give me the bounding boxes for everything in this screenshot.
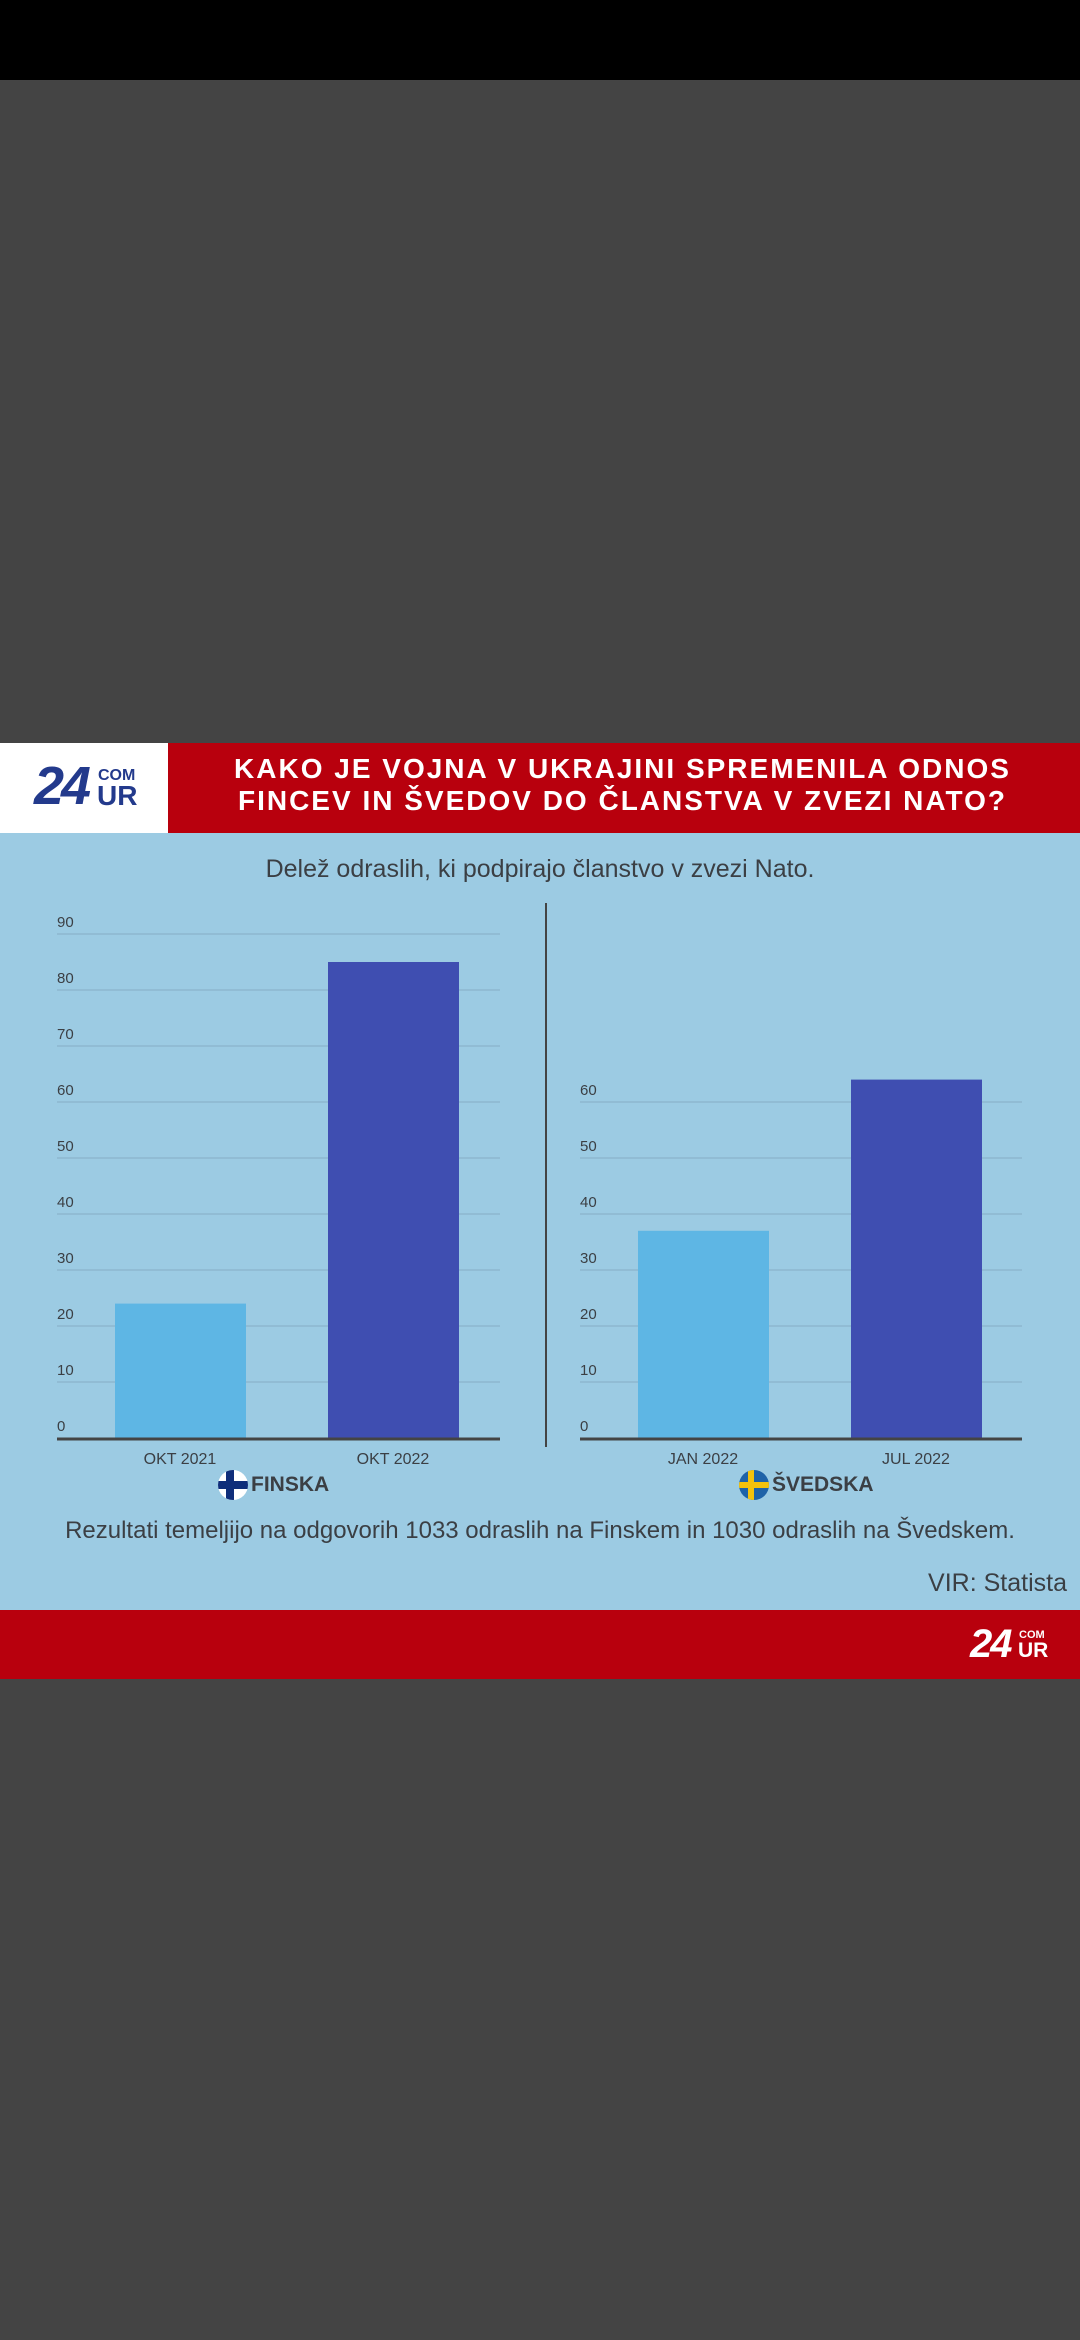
bar-sweden-1 [851,1079,982,1438]
y-tick-label-finland: 40 [57,1194,74,1211]
sweden-flag-icon [739,1470,769,1500]
y-tick-label-sweden: 60 [580,1082,597,1099]
category-label-sweden: JUL 2022 [882,1451,950,1468]
header-title-line1: KAKO JE VOJNA V UKRAJINI SPREMENILA ODNO… [234,753,1011,784]
footer-logo-number: 24 [970,1622,1012,1666]
logo-com: COM [98,767,136,784]
y-tick-label-finland: 20 [57,1306,74,1323]
logo-ur: UR [97,780,138,811]
header-banner: 24 COM UR KAKO JE VOJNA V UKRAJINI SPREM… [0,743,1080,833]
header-title: KAKO JE VOJNA V UKRAJINI SPREMENILA ODNO… [175,753,1070,817]
y-tick-label-sweden: 20 [580,1306,597,1323]
bar-charts: 0 10 20 30 40 50 60 70 80 90 OKT 2021 OKT 2022 0 10 2… [57,903,1022,1468]
legend-finland: FINSKA [218,1470,329,1500]
bar-sweden-0 [638,1230,769,1438]
footer-logo-ur: UR [1018,1639,1049,1662]
footer-logo-com: COM [1019,1629,1045,1641]
y-tick-label-finland: 80 [57,970,74,987]
chart-panel: Delež odraslih, ki podpirajo članstvo v … [0,833,1080,1610]
y-tick-label-finland: 30 [57,1250,74,1267]
y-tick-label-finland: 90 [57,914,74,931]
chart-sweden: 0 10 20 30 40 50 60 JAN 2022 JUL 2022 [580,1079,1022,1468]
y-tick-label-finland: 0 [57,1418,65,1435]
header-title-line2: FINCEV IN ŠVEDOV DO ČLANSTVA V ZVEZI NAT… [237,785,1007,816]
y-tick-label-sweden: 10 [580,1362,597,1379]
bar-finland-1 [328,962,459,1438]
y-tick-label-sweden: 40 [580,1194,597,1211]
logo-number: 24 [34,756,91,816]
category-label-sweden: JAN 2022 [668,1451,738,1468]
category-label-finland: OKT 2022 [357,1451,430,1468]
category-label-finland: OKT 2021 [144,1451,217,1468]
chart-finland: 0 10 20 30 40 50 60 70 80 90 OKT 2021 OKT 2022 [57,914,500,1468]
footnote: Rezultati temeljijo na odgovorih 1033 od… [65,1517,1015,1544]
legend-finland-label: FINSKA [251,1473,330,1496]
y-tick-label-sweden: 50 [580,1138,597,1155]
source-credit: VIR: Statista [928,1569,1067,1597]
status-bar [0,0,1080,80]
y-tick-label-sweden: 30 [580,1250,597,1267]
chart-subtitle: Delež odraslih, ki podpirajo članstvo v … [265,855,815,883]
legend-sweden-label: ŠVEDSKA [772,1473,874,1496]
infographic: 24 COM UR KAKO JE VOJNA V UKRAJINI SPREM… [0,743,1080,1679]
logo-24ur[interactable]: 24 COM UR [0,743,168,833]
y-tick-label-sweden: 0 [580,1418,588,1435]
finland-flag-icon [218,1470,248,1500]
y-tick-label-finland: 10 [57,1362,74,1379]
footer-banner: 24 COM UR [0,1610,1080,1679]
y-tick-label-finland: 60 [57,1082,74,1099]
y-tick-label-finland: 70 [57,1026,74,1043]
y-tick-label-finland: 50 [57,1138,74,1155]
bar-finland-0 [115,1303,246,1438]
legend-sweden: ŠVEDSKA [739,1470,874,1500]
